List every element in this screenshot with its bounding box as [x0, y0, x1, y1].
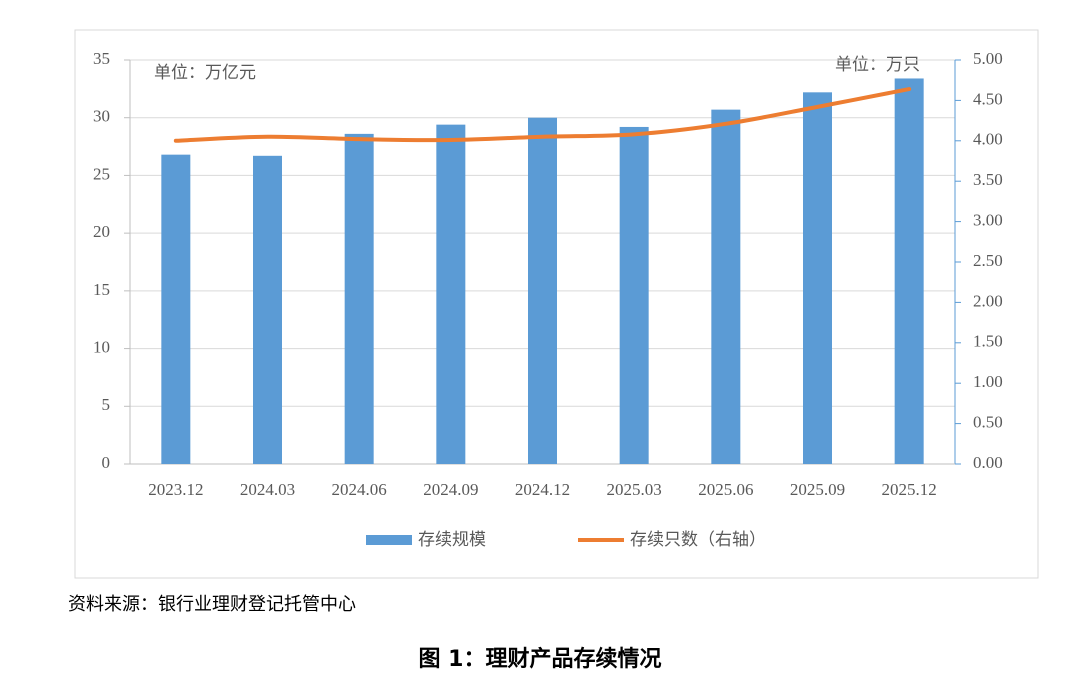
y-tick-label: 15: [93, 280, 110, 299]
x-tick-label: 2025.09: [790, 480, 845, 499]
caption: 图 1：理财产品存续情况: [419, 646, 662, 672]
y2-tick-label: 2.00: [973, 291, 1003, 310]
x-tick-label: 2025.03: [607, 480, 662, 499]
bar: [528, 117, 557, 464]
y2-tick-label: 1.50: [973, 332, 1003, 351]
y2-tick-label: 3.00: [973, 211, 1003, 230]
source: 资料来源：银行业理财登记托管中心: [68, 594, 356, 614]
x-tick-label: 2024.09: [423, 480, 478, 499]
x-tick-label: 2025.06: [698, 480, 753, 499]
y2-tick-label: 2.50: [973, 251, 1003, 270]
x-tick-label: 2024.06: [332, 480, 387, 499]
bar: [894, 78, 924, 465]
bar: [711, 109, 741, 465]
y2-tick-label: 4.00: [973, 130, 1003, 149]
y2-tick-label: 0.00: [973, 453, 1003, 472]
x-tick-label: 2024.03: [240, 480, 295, 499]
y2-tick-label: 1.00: [973, 372, 1003, 391]
x-tick-label: 2023.12: [148, 480, 203, 499]
bar: [161, 154, 191, 464]
y2-tick-label: 3.50: [973, 170, 1003, 189]
y-tick-label: 10: [93, 337, 110, 356]
y-tick-label: 20: [93, 222, 110, 241]
bar: [803, 92, 832, 464]
line: [173, 87, 912, 143]
bar: [619, 126, 649, 464]
y2-tick-label: 4.50: [973, 89, 1003, 108]
bar: [253, 155, 282, 464]
x-tick-label: 2024.12: [515, 480, 570, 499]
legend-label: 存续规模: [418, 530, 486, 549]
bar: [344, 133, 374, 465]
y-tick-label: 25: [93, 164, 110, 183]
y-unit: 单位：万亿元: [154, 63, 256, 82]
legend-label: 存续只数（右轴）: [630, 530, 766, 549]
y-tick-label: 35: [93, 49, 110, 68]
legend-swatch: [366, 535, 412, 545]
x-tick-label: 2025.12: [882, 480, 937, 499]
y2-unit: 单位：万只: [835, 55, 920, 74]
y-tick-label: 30: [93, 107, 110, 126]
y-tick-label: 0: [102, 453, 111, 472]
y-tick-label: 5: [102, 395, 111, 414]
bar: [436, 124, 466, 464]
y2-tick-label: 0.50: [973, 413, 1003, 432]
y2-tick-label: 5.00: [973, 49, 1003, 68]
